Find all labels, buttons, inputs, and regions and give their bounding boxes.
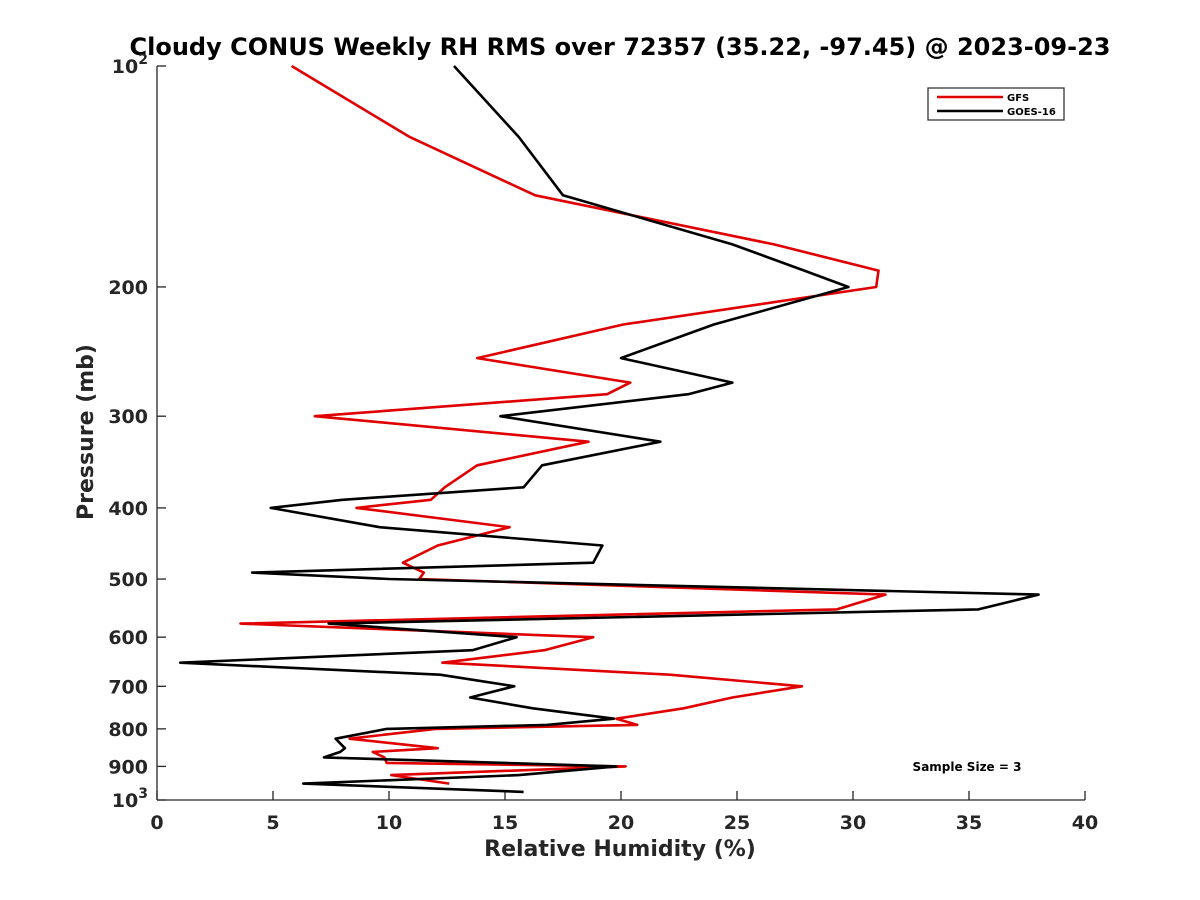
y-tick-label: 900 <box>108 756 148 778</box>
y-tick-label: 200 <box>108 277 148 299</box>
y-axis-label: Pressure (mb) <box>74 344 99 520</box>
series-line-goes16 <box>178 65 1040 794</box>
chart-title: Cloudy CONUS Weekly RH RMS over 72357 (3… <box>130 33 1111 61</box>
legend-label-gfs: GFS <box>1007 93 1029 104</box>
legend-box <box>927 87 1065 121</box>
x-tick-label: 40 <box>1072 812 1098 834</box>
x-tick-label: 5 <box>266 812 279 834</box>
y-tick-label: 103 <box>112 786 148 812</box>
sample-size-annotation: Sample Size = 3 <box>913 760 1022 774</box>
y-tick-label: 300 <box>108 406 148 428</box>
x-tick-label: 0 <box>150 812 163 834</box>
legend: GFS GOES-16 <box>927 87 1065 121</box>
x-tick-label: 35 <box>956 812 982 834</box>
y-tick-label: 500 <box>108 569 148 591</box>
y-tick-label: 600 <box>108 627 148 649</box>
x-tick-label: 20 <box>608 812 634 834</box>
y-tick-label: 800 <box>108 719 148 741</box>
legend-label-goes16: GOES-16 <box>1007 107 1056 118</box>
y-tick-label: 700 <box>108 676 148 698</box>
x-tick-label: 15 <box>492 812 518 834</box>
x-tick-label: 25 <box>724 812 750 834</box>
x-tick-label: 30 <box>840 812 866 834</box>
x-axis-label: Relative Humidity (%) <box>484 837 756 862</box>
y-tick-label: 400 <box>108 498 148 520</box>
series-line-gfs <box>239 64 887 785</box>
y-tick-label: 102 <box>112 52 148 78</box>
plot-area: 0 5 10 15 20 25 30 35 40 102 200 300 400 500 600 700 800… <box>108 52 1098 834</box>
x-tick-label: 10 <box>376 812 402 834</box>
